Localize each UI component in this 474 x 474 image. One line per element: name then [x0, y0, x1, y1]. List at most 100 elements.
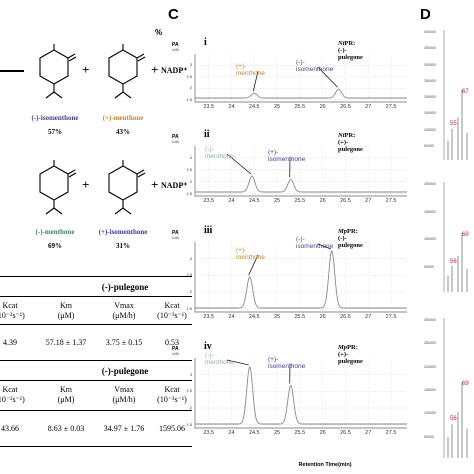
- x-tick-label: 27.5: [385, 198, 397, 204]
- ms-peak-label: 69: [462, 381, 469, 387]
- panel-numeral: ii: [204, 129, 210, 140]
- y-tick-label: 3: [189, 154, 192, 160]
- peak-label: (-)-menthone: [205, 146, 234, 161]
- plus-sign: +: [151, 62, 159, 77]
- y-tick-label: 2.5: [186, 73, 192, 79]
- ms-y-tick-label: 250000: [424, 78, 436, 83]
- plus-sign: +: [151, 177, 159, 192]
- y-unit: PA: [172, 346, 179, 352]
- peak-label: (-)-isomenthone: [296, 59, 334, 74]
- panel-title-species: Nt: [338, 40, 345, 47]
- ms-y-tick-label: 150000: [424, 388, 436, 392]
- ms-y-tick-label: 100000: [424, 411, 436, 416]
- peak-label: (-)-isomenthone: [296, 236, 334, 250]
- y-scale: ×10¹: [172, 48, 180, 52]
- x-tick-label: 26.5: [340, 430, 351, 436]
- product-percent: 43%: [116, 128, 130, 136]
- x-tick-label: 25.5: [294, 430, 306, 436]
- y-tick-label: 3: [189, 62, 192, 68]
- x-tick-label: 24: [228, 430, 235, 436]
- chromatogram-trace: [195, 250, 407, 309]
- x-tick-label: 24: [228, 198, 235, 204]
- table-title: (-)-pulegone: [101, 282, 149, 292]
- y-scale: ×10¹: [172, 352, 180, 356]
- y-tick-label: 2.5: [186, 388, 192, 394]
- x-tick-label: 26: [319, 104, 326, 110]
- y-unit: PA: [172, 134, 179, 140]
- x-tick-label: 23.5: [203, 104, 215, 110]
- y-scale: ×10¹: [172, 236, 180, 240]
- table-header: Vmax (μM/h): [112, 385, 136, 404]
- ms-peak-label: 56: [450, 416, 457, 422]
- x-tick-label: 27.5: [385, 430, 397, 436]
- panel-title: NtPR:(+)-pulegone: [338, 132, 363, 153]
- ms-y-tick-label: 300000: [424, 318, 436, 322]
- table-rule: [0, 446, 192, 447]
- x-axis-label: Retention Time(min): [298, 462, 352, 468]
- y-scale: ×10¹: [172, 140, 180, 144]
- product-name: (-)-isomenthone: [31, 114, 79, 122]
- product-name: (+)-menthone: [102, 114, 144, 122]
- peak-label: (-)-menthone: [205, 352, 234, 366]
- table-rule: [0, 324, 192, 325]
- x-tick-label: 24: [228, 104, 235, 110]
- x-tick-label: 25: [274, 314, 281, 320]
- x-tick-label: 23.5: [203, 314, 215, 320]
- table-header: Vmax (μM/h): [112, 301, 136, 320]
- ms-peak-label: 69: [462, 231, 469, 238]
- table-cell: 1595.06: [159, 424, 185, 433]
- table-header: Kcat (10⁻³s⁻¹): [157, 385, 187, 404]
- panel-numeral: iv: [204, 341, 212, 352]
- x-tick-label: 25.5: [294, 104, 306, 110]
- x-tick-label: 24.5: [248, 314, 260, 320]
- panel-title-species: Nt: [338, 132, 345, 139]
- x-tick-label: 26.5: [340, 104, 351, 110]
- x-tick-label: 24.5: [248, 198, 260, 204]
- x-tick-label: 24: [228, 314, 235, 320]
- panel-title-species: Mp: [338, 228, 348, 235]
- table-rule: [0, 360, 192, 361]
- ms-y-tick-label: 50000: [424, 143, 434, 148]
- x-tick-label: 23.5: [203, 198, 215, 204]
- ms-y-tick-label: 100000: [424, 237, 436, 241]
- panel-title: MpPR:(-)-pulegone: [338, 228, 363, 249]
- table-rule: [0, 410, 192, 411]
- y-tick-label: 1.5: [186, 421, 192, 427]
- peak-label: (+)-menthone: [236, 63, 265, 78]
- panel-title-species: Mp: [338, 344, 348, 351]
- x-tick-label: 25.5: [294, 314, 306, 320]
- table-cell: 4.39: [3, 338, 17, 347]
- menthone-structure: [39, 160, 77, 215]
- y-tick-label: 2.5: [186, 272, 192, 278]
- ms-y-tick-label: 200000: [424, 95, 436, 99]
- nadp-label: NADP⁺: [161, 66, 188, 75]
- y-tick-label: 2: [189, 405, 192, 410]
- ms-peak-label: 67: [462, 88, 469, 95]
- x-tick-label: 25: [274, 430, 281, 436]
- product-name: (+)-isomenthone: [98, 228, 148, 236]
- chromatogram-trace: [195, 88, 407, 99]
- x-tick-label: 25: [274, 198, 281, 204]
- y-unit: PA: [172, 230, 179, 236]
- x-tick-label: 27: [365, 198, 372, 204]
- table-header: Km (μM): [57, 385, 75, 404]
- table-header: Km (μM): [57, 301, 75, 320]
- product-percent: 57%: [48, 128, 62, 136]
- table-rule: [0, 296, 192, 297]
- ms-y-tick-label: 150000: [424, 111, 436, 116]
- ms-y-tick-label: 100000: [424, 127, 436, 132]
- table-rule: [0, 380, 192, 381]
- ms-peak-label: 56: [450, 259, 457, 265]
- y-tick-label: 2: [189, 178, 192, 184]
- x-tick-label: 27: [365, 314, 372, 320]
- reaction-arrow: [0, 70, 24, 72]
- y-tick-label: 3: [189, 255, 192, 261]
- ms-y-tick-label: 50000: [424, 434, 434, 439]
- y-tick-label: 3: [189, 371, 192, 377]
- y-unit: PA: [172, 42, 179, 48]
- ms-y-tick-label: 200000: [424, 182, 436, 186]
- x-tick-label: 27.5: [385, 314, 397, 320]
- table-cell: 57.18 ± 1.37: [45, 338, 87, 347]
- x-tick-label: 26: [319, 198, 326, 204]
- x-tick-label: 26.5: [340, 198, 351, 204]
